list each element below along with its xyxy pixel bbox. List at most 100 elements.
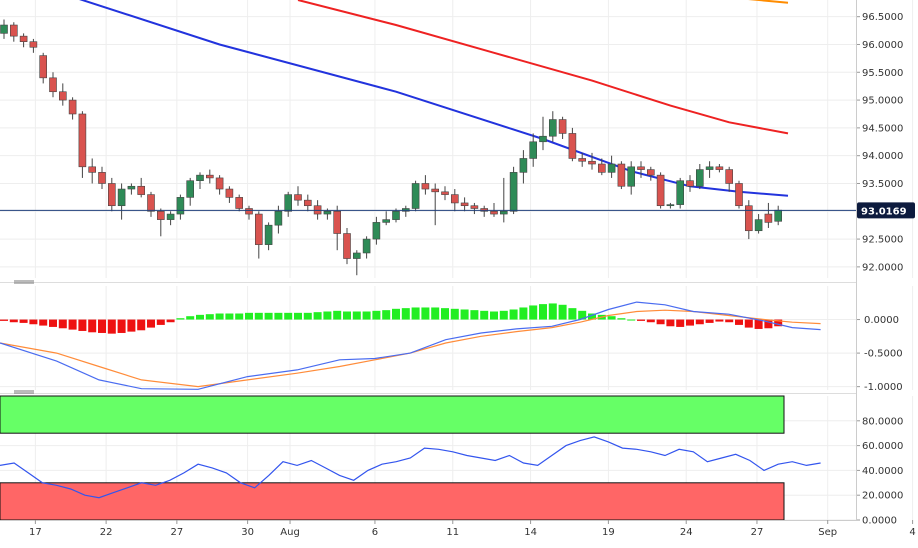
price-tick-label: 95.0000 xyxy=(862,96,903,107)
candle xyxy=(764,202,773,228)
price-grid xyxy=(0,0,914,278)
candle xyxy=(499,177,508,223)
candle xyxy=(450,189,459,212)
histogram-bar xyxy=(68,319,77,330)
histogram-bar xyxy=(19,319,28,323)
candle xyxy=(58,83,67,106)
x-tick-label: 14 xyxy=(524,527,537,538)
x-tick-label: 11 xyxy=(446,527,459,538)
macd-grid xyxy=(0,286,914,390)
price-panel: 96.5000 96.0000 95.5000 95.0000 94.5000 94.00… xyxy=(0,0,915,278)
x-tick-label: Aug xyxy=(280,527,300,538)
candle xyxy=(686,175,694,192)
histogram-bar xyxy=(754,319,763,329)
histogram-bar xyxy=(186,316,195,320)
histogram-bar xyxy=(196,314,204,320)
histogram-bar xyxy=(245,312,253,320)
histogram-bar xyxy=(215,313,224,320)
candle xyxy=(646,166,655,181)
histogram-bar xyxy=(548,303,557,320)
oversold-zone xyxy=(0,482,785,521)
histogram-bar xyxy=(411,307,420,320)
x-tick-label: 4 xyxy=(909,527,915,538)
histogram-bar xyxy=(362,311,371,320)
ma50-path xyxy=(79,0,789,197)
candle xyxy=(607,155,616,178)
candle xyxy=(49,72,57,98)
candle xyxy=(343,227,351,265)
candle xyxy=(127,183,136,195)
candle xyxy=(362,236,371,259)
histogram-bar xyxy=(401,308,410,320)
candle xyxy=(411,180,420,212)
candle xyxy=(225,186,234,203)
histogram-bar xyxy=(127,319,136,332)
candle xyxy=(421,175,430,195)
candle xyxy=(470,202,479,215)
rsi-tick-label: 80.0000 xyxy=(862,416,903,427)
histogram-bar xyxy=(88,319,97,333)
candle xyxy=(578,152,587,167)
moving-average-200 xyxy=(748,0,789,4)
candle xyxy=(176,194,185,220)
candle xyxy=(245,205,253,220)
candle xyxy=(147,191,155,217)
histogram-bar xyxy=(176,318,185,320)
candle xyxy=(372,216,381,245)
histogram-bar xyxy=(588,313,596,320)
candle xyxy=(744,200,753,240)
histogram-bar xyxy=(382,310,391,320)
candle xyxy=(588,152,596,170)
macd-tick-label: -0.5000 xyxy=(864,349,903,360)
histogram-bar xyxy=(235,313,244,320)
candle xyxy=(264,222,273,251)
candle xyxy=(88,158,96,184)
histogram-bar xyxy=(705,319,714,323)
macd-tick-label: 0.0000 xyxy=(864,315,899,326)
histogram-bar xyxy=(744,319,753,328)
histogram-bar xyxy=(49,319,57,327)
candle xyxy=(117,183,126,220)
histogram-bar xyxy=(686,319,694,326)
histogram-bar xyxy=(460,309,469,320)
candle xyxy=(460,197,469,212)
histogram-bar xyxy=(646,319,655,323)
histogram-bar xyxy=(656,319,665,325)
price-tick-label: 94.0000 xyxy=(862,151,903,162)
histogram-bar xyxy=(695,319,704,325)
histogram-bar xyxy=(294,312,302,320)
histogram-bar xyxy=(254,312,263,320)
x-tick-label: 17 xyxy=(29,527,42,538)
panel-resize-handle-macd[interactable] xyxy=(14,280,34,284)
histogram-bar xyxy=(715,319,724,322)
candle xyxy=(255,211,263,259)
candle xyxy=(78,111,87,178)
price-tick-label: 96.5000 xyxy=(862,12,903,23)
candle xyxy=(166,211,175,226)
histogram-bar xyxy=(558,304,567,320)
candle xyxy=(519,150,528,184)
candle xyxy=(676,177,685,209)
histogram-bar xyxy=(352,311,361,320)
candle xyxy=(137,177,145,198)
x-tick-label: 27 xyxy=(170,527,183,538)
candle xyxy=(548,111,557,142)
candle xyxy=(666,202,675,209)
current-price-label: 93.0169 xyxy=(861,206,907,217)
candle xyxy=(568,127,577,162)
panel-resize-handle-rsi[interactable] xyxy=(14,390,34,394)
candle xyxy=(186,177,194,206)
histogram-bar xyxy=(137,319,146,331)
histogram-bar xyxy=(372,310,381,320)
price-tick-label: 92.5000 xyxy=(862,235,903,246)
candle xyxy=(627,161,636,195)
histogram-bar xyxy=(539,304,547,320)
macd-line xyxy=(0,301,821,390)
candles xyxy=(0,19,783,276)
candle xyxy=(29,38,38,53)
x-tick-label: 22 xyxy=(100,527,113,538)
candle xyxy=(382,211,391,226)
candle xyxy=(284,191,293,217)
histogram-bar xyxy=(323,311,332,320)
